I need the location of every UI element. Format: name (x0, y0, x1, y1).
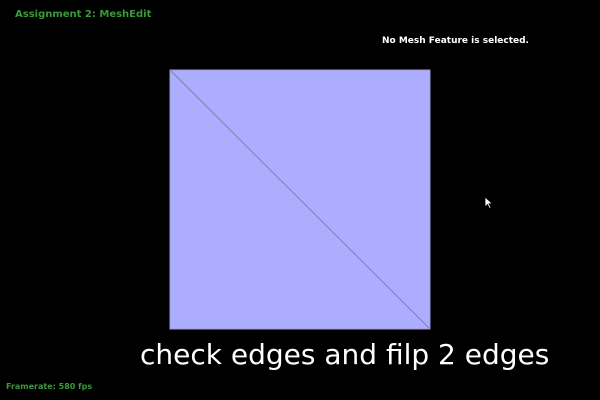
framerate-readout: Framerate: 580 fps (6, 382, 93, 391)
app-title: Assignment 2: MeshEdit (15, 9, 152, 20)
mesh-boundary-edges[interactable] (169, 69, 431, 330)
mesh-diagonal-edge[interactable] (169, 69, 431, 330)
selection-status: No Mesh Feature is selected. (382, 36, 529, 46)
video-caption: check edges and filp 2 edges (140, 338, 550, 371)
mouse-pointer-icon (484, 196, 494, 210)
